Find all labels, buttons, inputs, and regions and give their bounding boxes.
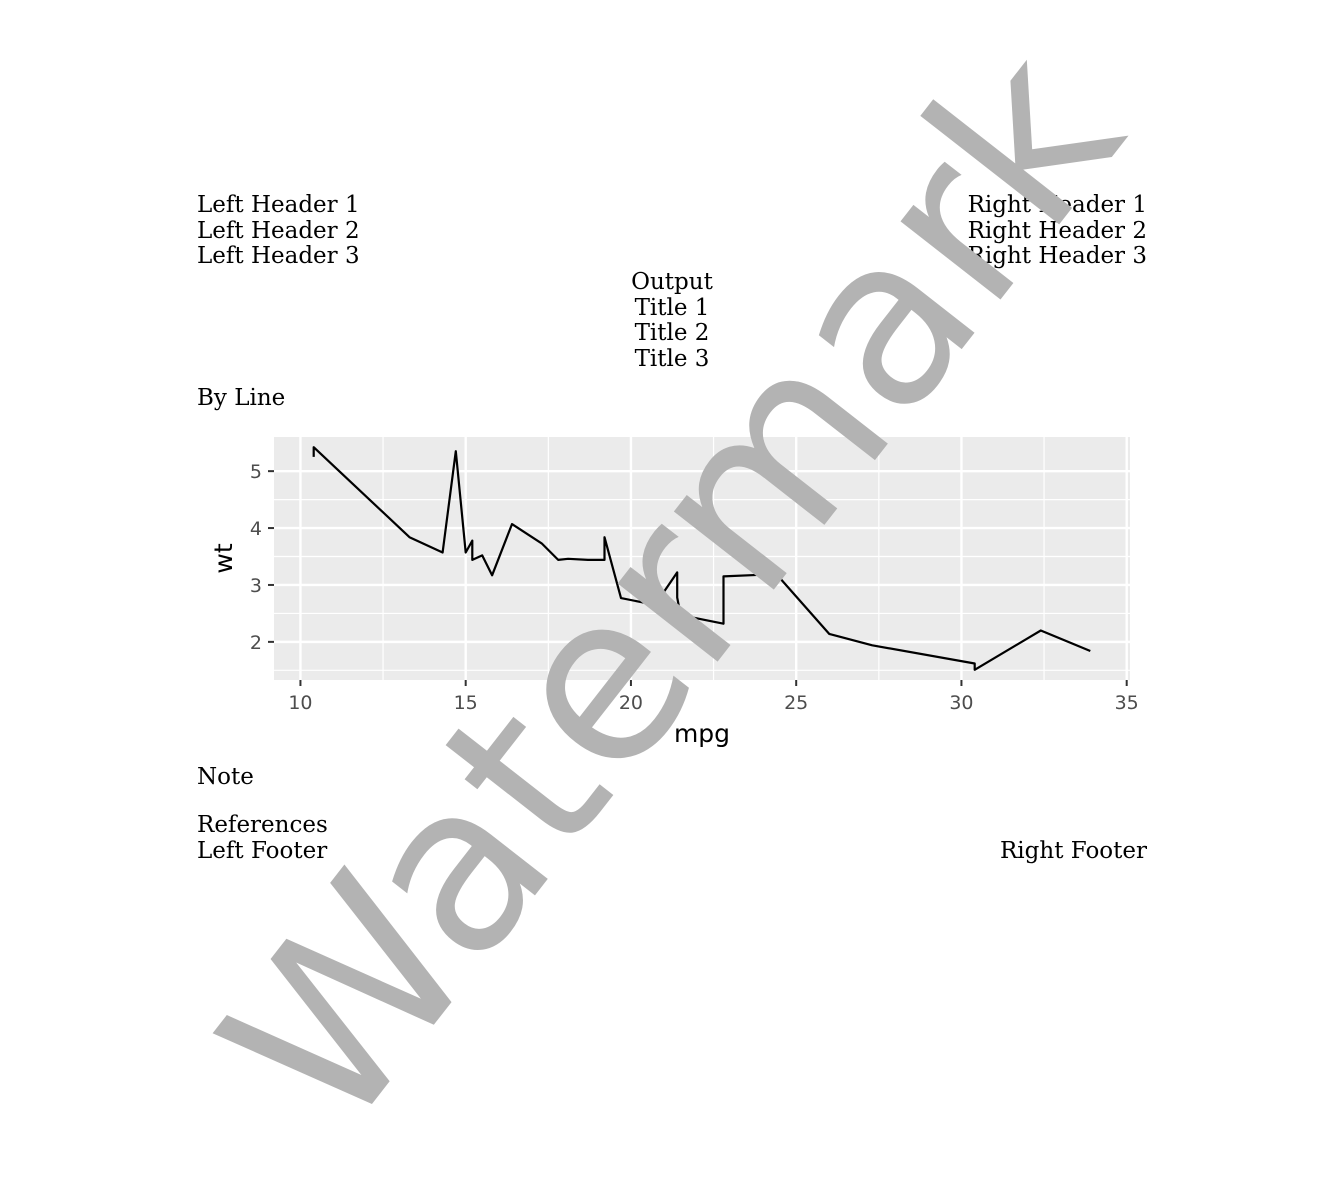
title-3: Title 3 bbox=[634, 345, 710, 372]
references: References bbox=[197, 812, 328, 838]
byline: By Line bbox=[197, 385, 286, 411]
x-tick-label: 25 bbox=[784, 692, 808, 714]
x-tick-label: 20 bbox=[619, 692, 643, 714]
x-axis-label: mpg bbox=[674, 719, 730, 748]
titles: Output Title 1 Title 2 Title 3 bbox=[0, 269, 1344, 372]
y-axis-label: wt bbox=[209, 543, 238, 573]
x-tick-label: 30 bbox=[949, 692, 973, 714]
right-footer: Right Footer bbox=[999, 838, 1147, 864]
x-tick-label: 15 bbox=[454, 692, 478, 714]
line-chart: 10 15 20 25 30 35 2 3 4 5 mpg wt bbox=[209, 437, 1139, 748]
left-footer: Left Footer bbox=[197, 838, 328, 864]
left-header-line-3: Left Header 3 bbox=[197, 243, 360, 269]
series-line-wt-vs-mpg bbox=[312, 446, 1091, 671]
title-1: Title 1 bbox=[634, 294, 710, 321]
output-title: Output bbox=[631, 269, 713, 295]
left-header: Left Header 1 Left Header 2 Left Header … bbox=[197, 192, 360, 270]
axes: 10 15 20 25 30 35 2 3 4 5 bbox=[250, 461, 1139, 714]
grid-lines bbox=[274, 437, 1130, 680]
right-header-line-1: Right Header 1 bbox=[967, 192, 1147, 218]
note: Note bbox=[197, 764, 254, 790]
y-tick-label: 3 bbox=[250, 575, 262, 597]
chart-panel bbox=[274, 437, 1130, 680]
y-tick-label: 4 bbox=[250, 518, 262, 540]
y-tick-label: 5 bbox=[250, 461, 262, 483]
y-tick-label: 2 bbox=[250, 632, 262, 654]
x-tick-label: 10 bbox=[288, 692, 312, 714]
right-header-line-2: Right Header 2 bbox=[967, 217, 1147, 244]
title-2: Title 2 bbox=[634, 320, 710, 346]
right-header-line-3: Right Header 3 bbox=[967, 243, 1147, 269]
left-header-line-1: Left Header 1 bbox=[197, 192, 360, 218]
x-tick-label: 35 bbox=[1115, 692, 1139, 714]
left-header-line-2: Left Header 2 bbox=[197, 217, 360, 244]
right-header: Right Header 1 Right Header 2 Right Head… bbox=[967, 192, 1147, 270]
